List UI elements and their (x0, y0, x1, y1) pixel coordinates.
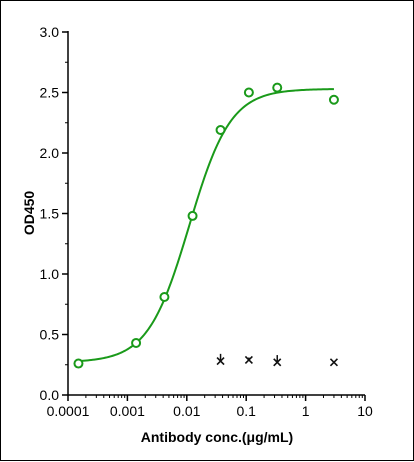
x-tick-label: 0.1 (236, 403, 256, 419)
cross-stroke (273, 358, 282, 367)
y-tick-label: 3.0 (40, 24, 60, 40)
cross-stroke (216, 357, 225, 366)
x-axis-label: Antibody conc.(μg/mL) (141, 429, 293, 445)
x-tick-label: 1 (302, 403, 310, 419)
data-point-circle (131, 337, 142, 348)
y-tick-label: 0.0 (40, 387, 60, 403)
data-point-circle (243, 87, 254, 98)
x-tick-label: 0.0001 (47, 403, 90, 419)
data-point-circle (215, 125, 226, 136)
x-tick-label: 10 (357, 403, 373, 419)
y-axis-label: OD450 (21, 191, 37, 236)
x-tick-label: 0.01 (173, 403, 200, 419)
fit-curve-0 (78, 88, 334, 363)
data-point-cross (273, 355, 282, 367)
data-point-circle (159, 291, 170, 302)
data-points (73, 82, 339, 369)
y-tick-label: 2.5 (40, 85, 60, 101)
cross-stroke (244, 355, 253, 364)
data-point-circle (272, 82, 283, 93)
data-point-circle (187, 210, 198, 221)
cross-stroke (329, 358, 339, 367)
data-point-cross (216, 353, 225, 366)
y-tick-label: 1.5 (40, 206, 60, 222)
data-point-cross (329, 358, 339, 367)
axes: 0.0 0.5 1.0 1.5 2.0 2.5 3.0 0.0001 0.001 0.01 0.1 1… (40, 24, 373, 419)
data-point-cross (244, 355, 253, 364)
fit-curves (78, 88, 334, 363)
y-tick-label: 0.5 (40, 327, 60, 343)
data-point-circle (73, 358, 84, 369)
y-tick-label: 1.0 (40, 266, 60, 282)
y-tick-label: 2.0 (40, 145, 60, 161)
x-tick-label: 0.001 (110, 403, 145, 419)
data-point-circle (328, 94, 339, 105)
